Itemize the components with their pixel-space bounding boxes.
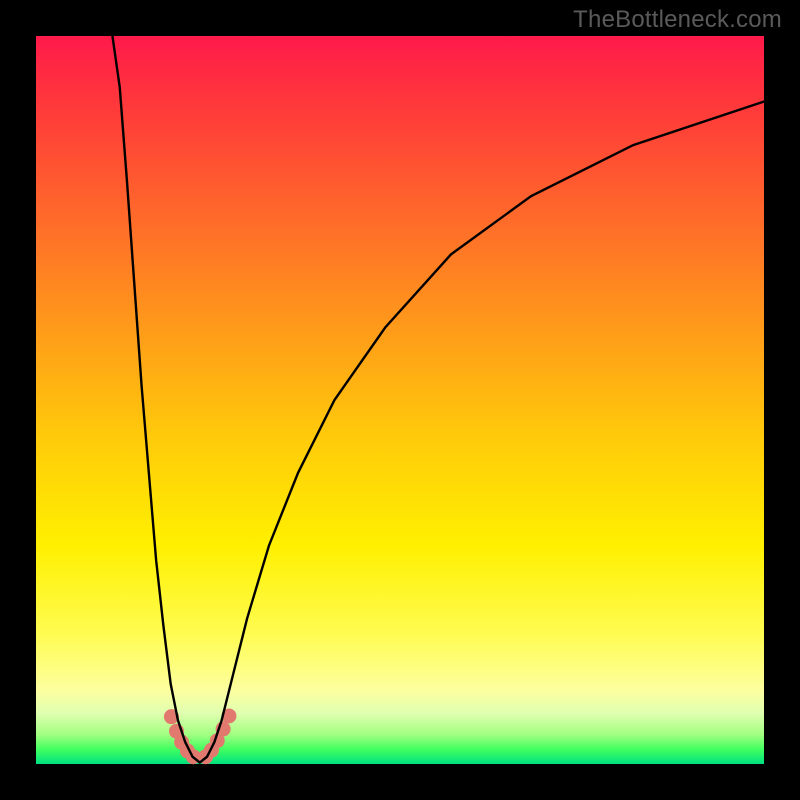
plot-area — [36, 36, 764, 764]
chart-frame: TheBottleneck.com — [0, 0, 800, 800]
watermark-text: TheBottleneck.com — [573, 6, 782, 34]
